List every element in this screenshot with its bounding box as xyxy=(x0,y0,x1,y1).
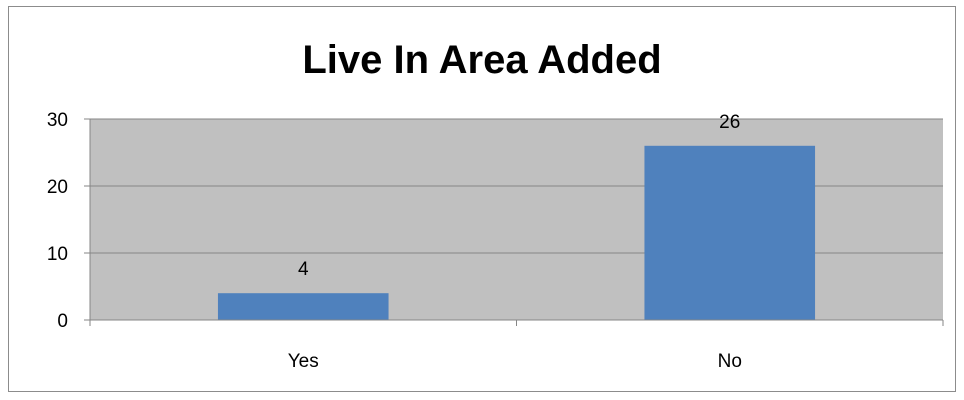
x-tick-labels: Yes No xyxy=(288,351,742,372)
axes xyxy=(84,118,944,326)
y-tick-label: 0 xyxy=(57,311,68,332)
y-tick-label: 20 xyxy=(47,177,68,198)
y-tick-label: 30 xyxy=(47,110,68,131)
y-tick-labels: 0 10 20 30 xyxy=(47,110,68,332)
data-label: 4 xyxy=(298,259,309,280)
y-tick-label: 10 xyxy=(47,244,68,265)
chart-title: Live In Area Added xyxy=(302,38,662,82)
data-label: 26 xyxy=(719,112,740,133)
x-tick-label: Yes xyxy=(288,351,319,372)
x-tick-label: No xyxy=(718,351,742,372)
bar-no xyxy=(644,145,816,320)
data-labels: 4 26 xyxy=(298,112,740,280)
bar-yes xyxy=(217,293,389,320)
bars xyxy=(217,145,816,320)
